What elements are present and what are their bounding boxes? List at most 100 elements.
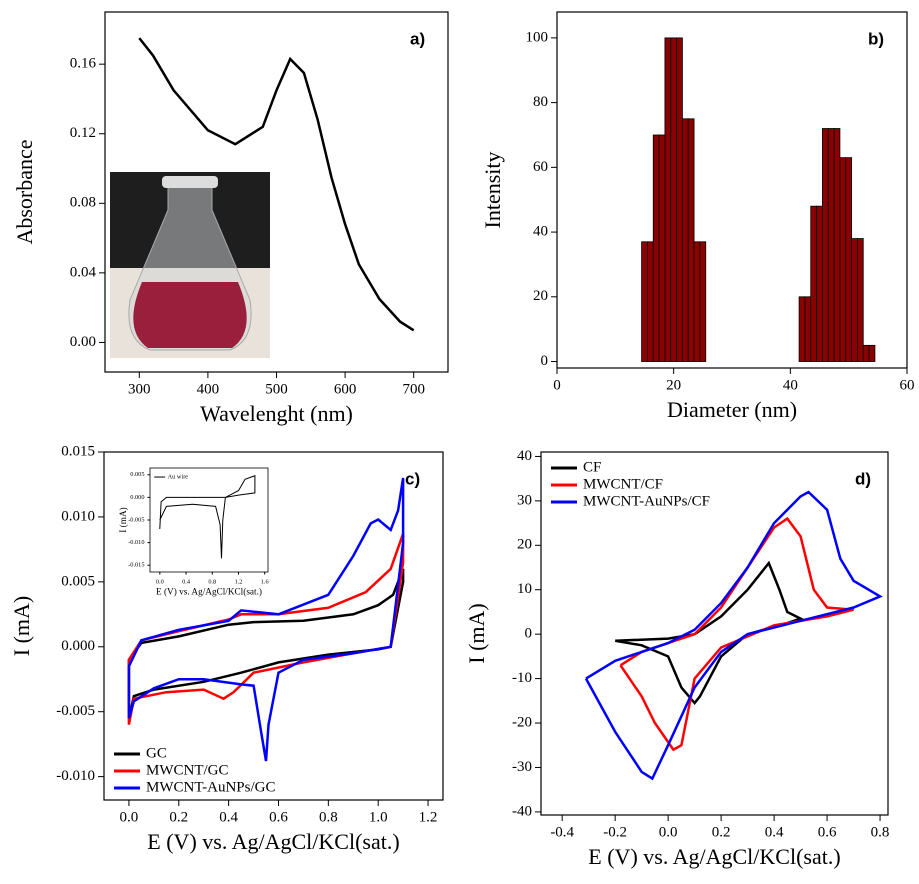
bar (798, 296, 806, 362)
x-axis-label: Diameter (nm) (667, 397, 797, 422)
panel-label: c) (405, 469, 420, 488)
y-tick-label: 0 (525, 626, 533, 642)
y-tick-label: 0.12 (70, 125, 96, 141)
y-tick-label: 20 (517, 537, 532, 553)
y-tick-label: -0.010 (128, 539, 144, 546)
x-tick-label: 0.4 (182, 578, 191, 585)
legend-label: MWCNT/CF (583, 476, 663, 492)
line (159, 474, 256, 559)
x-tick-label: 600 (334, 381, 357, 397)
y-tick-label: -30 (512, 759, 532, 775)
bar (687, 118, 695, 362)
y-axis-label: Intensity (480, 152, 505, 229)
x-axis-label: E (V) vs. Ag/AgCl/KCl(sat.) (588, 844, 840, 869)
bar (652, 134, 660, 362)
bar (833, 128, 841, 362)
x-tick-label: 20 (666, 377, 681, 393)
y-tick-label: 0.000 (130, 494, 144, 501)
x-tick-label: 0.8 (871, 824, 890, 840)
bar (810, 205, 817, 362)
x-tick-label: 0.0 (120, 809, 139, 825)
bar (822, 128, 829, 362)
y-tick-label: -20 (512, 714, 532, 730)
line (614, 560, 804, 705)
plot-frame (103, 451, 444, 801)
x-tick-label: 400 (197, 381, 220, 397)
bar (827, 128, 835, 362)
plot-frame (104, 11, 449, 373)
y-axis-label: I (mA) (9, 596, 34, 656)
y-tick-label: 0.16 (70, 56, 97, 72)
x-tick-label: 40 (783, 377, 798, 393)
y-tick-label: -0.005 (128, 516, 144, 523)
x-tick-label: 0.6 (269, 809, 288, 825)
bar (699, 241, 707, 362)
y-tick-label: 40 (533, 224, 548, 240)
y-tick-label: 40 (517, 448, 532, 464)
x-tick-label: 0.0 (156, 578, 164, 585)
bar (641, 241, 648, 362)
photo-inset (110, 172, 270, 358)
y-tick-label: -0.010 (56, 768, 95, 784)
y-axis-label: Absorbance (12, 139, 37, 244)
x-tick-label: -0.4 (550, 824, 574, 840)
bar (658, 134, 666, 362)
y-axis-label: I (mA) (464, 603, 489, 663)
bar (862, 344, 870, 362)
y-tick-label: 10 (517, 581, 532, 597)
x-tick-label: 1.0 (369, 809, 388, 825)
x-tick-label: 700 (402, 381, 425, 397)
panel-label: a) (410, 29, 425, 48)
x-tick-label: 0.4 (219, 809, 238, 825)
bar (839, 157, 847, 362)
y-tick-label: 0.005 (61, 573, 95, 589)
x-tick-label: 1.6 (261, 578, 269, 585)
plot-frame (149, 467, 269, 573)
bar (857, 238, 864, 362)
y-tick-label: -0.015 (128, 562, 144, 569)
x-tick-label: 0.2 (712, 824, 731, 840)
x-tick-label: 0 (553, 377, 561, 393)
y-tick-label: 0.00 (70, 334, 96, 350)
x-tick-label: 0.4 (765, 824, 784, 840)
y-tick-label: 0.000 (61, 638, 95, 654)
legend-label: Au wire (168, 473, 189, 480)
y-tick-label: 100 (526, 29, 549, 45)
y-tick-label: 30 (517, 492, 532, 508)
x-tick-label: 0.2 (169, 809, 188, 825)
panel-label: b) (868, 29, 884, 48)
x-axis-label: Wavelenght (nm) (200, 401, 353, 426)
x-tick-label: -0.2 (603, 824, 627, 840)
line (138, 37, 415, 332)
line (127, 477, 405, 762)
bar (682, 118, 689, 362)
y-tick-label: 20 (533, 288, 548, 304)
legend-label: CF (583, 459, 601, 475)
x-tick-label: 0.8 (319, 809, 338, 825)
bar (647, 241, 654, 362)
y-tick-label: -10 (512, 670, 532, 686)
legend-label: MWCNT-AuNPs/GC (146, 779, 275, 795)
x-tick-label: 1.2 (419, 809, 438, 825)
x-tick-label: 0.8 (208, 578, 216, 585)
y-tick-label: 0.010 (61, 508, 95, 524)
y-tick-label: 0.015 (61, 443, 95, 459)
plot-frame (556, 11, 908, 369)
bar (676, 37, 683, 362)
bar (664, 37, 672, 362)
y-tick-label: -0.005 (56, 703, 95, 719)
bar (670, 37, 677, 362)
y-tick-label: 60 (533, 159, 548, 175)
y-axis-label: I (mA) (118, 507, 128, 532)
bar (804, 296, 812, 362)
x-axis-label: E (V) vs. Ag/AgCl/KCl(sat.) (156, 587, 262, 597)
bar (851, 238, 858, 362)
legend-label: MWCNT-AuNPs/CF (583, 493, 710, 509)
x-tick-label: 500 (265, 381, 288, 397)
x-tick-label: 300 (128, 381, 151, 397)
y-tick-label: 0 (541, 353, 549, 369)
inset-background (150, 468, 268, 572)
y-tick-label: -40 (512, 803, 532, 819)
bar (693, 241, 701, 362)
